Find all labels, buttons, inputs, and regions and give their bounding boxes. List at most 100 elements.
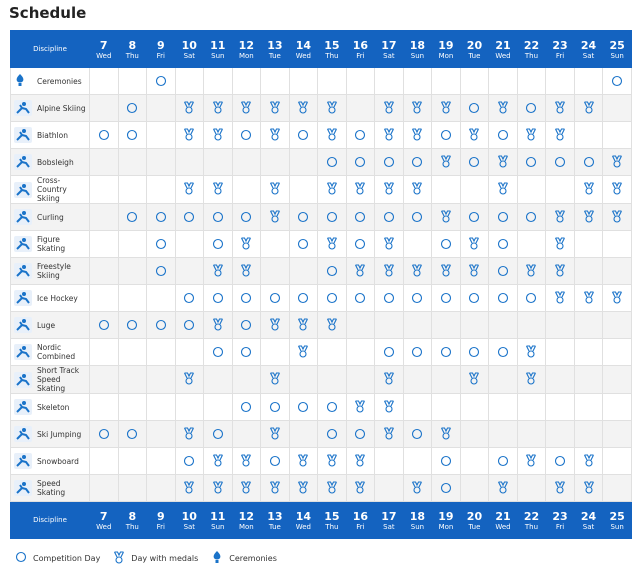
discipline-cell: Cross-Country Skiing: [10, 175, 90, 204]
discipline-cell: Curling: [10, 203, 90, 231]
event-mark: [468, 343, 480, 362]
event-mark: [354, 398, 366, 417]
day-cell: [288, 175, 319, 204]
discipline-name: Figure Skating: [37, 235, 66, 253]
day-cell: [345, 148, 376, 176]
event-mark: [297, 126, 309, 145]
discipline: Biathlon: [11, 127, 89, 143]
legend: Competition Day Day with medals Ceremonies: [14, 550, 289, 566]
day-cell: [260, 175, 290, 204]
event-mark: [269, 126, 281, 145]
weekday: Sun: [211, 51, 225, 60]
weekday: Sat: [582, 522, 595, 531]
event-mark: [240, 398, 252, 417]
day-header: 22 Thu: [516, 30, 547, 68]
day-cell: [573, 121, 604, 149]
day-header: 12 Mon: [231, 501, 262, 539]
day-cell: [146, 474, 176, 502]
discipline-icon: [14, 181, 32, 198]
day-cell: [317, 67, 347, 95]
event-mark: [525, 208, 537, 227]
day-cell: [431, 393, 461, 421]
day-cell: [203, 393, 233, 421]
day-cell: [317, 230, 347, 258]
discipline-cell: Alpine Skiing: [10, 94, 90, 122]
event-mark: [155, 316, 167, 335]
day: 20: [466, 38, 483, 52]
day-cell: [345, 447, 376, 475]
discipline-cell: Ski Jumping: [10, 420, 90, 448]
day-cell: [146, 338, 176, 366]
discipline-name: Ceremonies: [37, 76, 82, 86]
weekday: Tue: [468, 51, 481, 60]
event-mark: [554, 153, 566, 172]
day-cell: [345, 393, 376, 421]
day-cell: [317, 365, 347, 394]
day-header: 13 Tue: [260, 30, 290, 68]
day-cell: [459, 175, 490, 204]
event-mark: [297, 479, 309, 498]
event-mark: [440, 126, 452, 145]
event-mark: [326, 262, 338, 281]
day-cell: [317, 284, 347, 312]
event-mark: [611, 180, 623, 199]
weekday: Thu: [325, 51, 339, 60]
weekday: Thu: [125, 522, 139, 531]
row: Short Track Speed Skating: [10, 365, 632, 394]
day-cell: [345, 420, 376, 448]
day-cell: [288, 67, 319, 95]
day-cell: [231, 311, 262, 339]
day-cell: [545, 121, 575, 149]
event-mark: [554, 99, 566, 118]
weekday: Sat: [582, 51, 595, 60]
day-cell: [402, 338, 433, 366]
event-mark: [497, 180, 509, 199]
event-mark: [269, 370, 281, 389]
day-cell: [260, 284, 290, 312]
day-cell: [174, 175, 205, 204]
day-cell: [545, 474, 575, 502]
day-cell: [402, 474, 433, 502]
event-mark: [183, 126, 195, 145]
day-cell: [174, 94, 205, 122]
event-mark: [468, 370, 480, 389]
title: Schedule: [9, 4, 87, 22]
day: 8: [128, 38, 137, 52]
day-cell: [146, 148, 176, 176]
event-mark: [497, 208, 509, 227]
discipline-name: Ski Jumping: [37, 429, 82, 439]
event-mark: [183, 370, 195, 389]
day-cell: [545, 365, 575, 394]
day-cell: [174, 338, 205, 366]
event-mark: [269, 452, 281, 471]
discipline-cell: Freestyle Skiing: [10, 257, 90, 285]
day-cell: [602, 420, 632, 448]
day: 13: [267, 509, 283, 523]
day-cell: [402, 175, 433, 204]
event-mark: [497, 479, 509, 498]
day-cell: [146, 393, 176, 421]
day-cell: [117, 474, 148, 502]
header-row: Discipline 7 Wed 8 Thu 9 Fri 10 Sat 11 Sun 12 Mon 13 T…: [10, 501, 632, 539]
day-cell: [545, 175, 575, 204]
day-cell: [488, 393, 518, 421]
day-cell: [374, 420, 404, 448]
event-mark: [383, 208, 395, 227]
day-cell: [317, 311, 347, 339]
day-cell: [288, 311, 319, 339]
day-cell: [174, 447, 205, 475]
event-mark: [525, 262, 537, 281]
day-header: 11 Sun: [203, 501, 233, 539]
discipline-cell: Speed Skating: [10, 474, 90, 502]
day-cell: [516, 393, 547, 421]
day-cell: [174, 67, 205, 95]
day-cell: [402, 67, 433, 95]
day-cell: [431, 203, 461, 231]
event-mark: [525, 343, 537, 362]
day-header: 14 Wed: [288, 30, 319, 68]
event-mark: [383, 180, 395, 199]
day-cell: [345, 230, 376, 258]
day-cell: [345, 67, 376, 95]
day-cell: [317, 420, 347, 448]
event-mark: [354, 208, 366, 227]
